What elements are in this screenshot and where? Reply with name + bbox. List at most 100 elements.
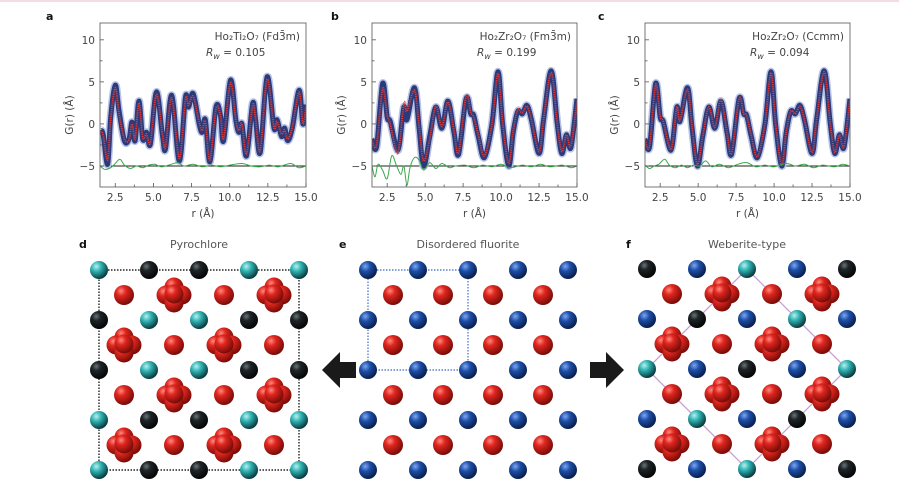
blue-cation-atom	[638, 410, 656, 428]
oxygen-atom	[264, 284, 284, 304]
oxygen-atom	[533, 335, 553, 355]
blue-cation-atom	[509, 311, 527, 329]
blue-cation-atom	[509, 361, 527, 379]
y-tick-label: 0	[633, 119, 640, 131]
oxygen-atom	[164, 284, 184, 304]
cyan-cation-atom	[190, 311, 208, 329]
blue-cation-atom	[409, 311, 427, 329]
y-axis-label: G(r) (Å)	[63, 95, 76, 134]
x-axis-label: r (Å)	[736, 207, 759, 220]
cyan-cation-atom	[240, 461, 258, 479]
oxygen-atom	[533, 435, 553, 455]
oxygen-atom	[812, 283, 832, 303]
oxygen-cluster	[206, 327, 242, 363]
black-cation-atom	[688, 310, 706, 328]
difference-series-line	[372, 155, 577, 186]
black-cation-atom	[90, 311, 108, 329]
oxygen-atom	[483, 385, 503, 405]
cyan-cation-atom	[688, 410, 706, 428]
blue-cation-atom	[409, 461, 427, 479]
oxygen-atom	[433, 335, 453, 355]
blue-cation-atom	[459, 261, 477, 279]
x-axis-label: r (Å)	[191, 207, 214, 220]
oxygen-atom	[812, 334, 832, 354]
oxygen-atom	[214, 285, 234, 305]
oxygen-atom	[264, 335, 284, 355]
pdf-plot-b: 2.5 5.0 7.5 10.0 12.5 15.0 −5 0 5 10 r (Å) G(r) (Å)…	[335, 22, 589, 220]
oxygen-atom	[114, 434, 134, 454]
blue-cation-atom	[638, 310, 656, 328]
oxygen-atom	[383, 435, 403, 455]
black-cation-atom	[190, 411, 208, 429]
y-axis-label: G(r) (Å)	[335, 95, 348, 134]
oxygen-cluster	[156, 377, 192, 413]
y-tick-label: 10	[82, 35, 95, 47]
blue-cation-atom	[688, 460, 706, 478]
cyan-cation-atom	[140, 361, 158, 379]
blue-cation-atom	[459, 411, 477, 429]
black-cation-atom	[140, 411, 158, 429]
oxygen-cluster	[106, 327, 142, 363]
blue-cation-atom	[559, 311, 577, 329]
compound-label: Ho₂Zr₂O₇ (Fm3̄m)	[480, 30, 571, 43]
oxygen-atom	[712, 383, 732, 403]
blue-cation-atom	[788, 460, 806, 478]
oxygen-atom	[812, 434, 832, 454]
cyan-cation-atom	[90, 261, 108, 279]
y-axis-label: G(r) (Å)	[608, 95, 621, 134]
structure-f	[638, 260, 856, 478]
y-tick-label: −5	[625, 161, 640, 173]
blue-cation-atom	[359, 311, 377, 329]
oxygen-atom	[214, 434, 234, 454]
y-tick-label: 10	[627, 35, 640, 47]
blue-cation-atom	[459, 311, 477, 329]
panel-label-f: f	[626, 238, 631, 251]
difference-series-line	[645, 158, 850, 169]
oxygen-atom	[114, 334, 134, 354]
y-tick-label: 0	[360, 119, 367, 131]
oxygen-atom	[483, 335, 503, 355]
blue-cation-atom	[738, 310, 756, 328]
oxygen-atom	[264, 384, 284, 404]
oxygen-atom	[164, 335, 184, 355]
y-tick-label: 10	[354, 35, 367, 47]
x-tick-label: 15.0	[565, 192, 588, 204]
blue-cation-atom	[409, 261, 427, 279]
compound-label: Ho₂Zr₂O₇ (Ccmm)	[752, 31, 844, 43]
oxygen-cluster	[256, 277, 292, 313]
black-cation-atom	[140, 261, 158, 279]
oxygen-atom	[164, 384, 184, 404]
cyan-cation-atom	[738, 460, 756, 478]
oxygen-atom	[662, 333, 682, 353]
x-tick-label: 12.5	[800, 192, 823, 204]
panel-label-a: a	[46, 10, 53, 23]
x-tick-label: 2.5	[652, 192, 669, 204]
oxygen-atom	[264, 435, 284, 455]
blue-cation-atom	[509, 461, 527, 479]
x-axis-label: r (Å)	[463, 207, 486, 220]
cyan-cation-atom	[788, 310, 806, 328]
oxygen-atom	[164, 435, 184, 455]
y-tick-label: −5	[352, 161, 367, 173]
black-cation-atom	[638, 260, 656, 278]
blue-cation-atom	[688, 260, 706, 278]
oxygen-cluster	[704, 376, 740, 412]
x-tick-label: 5.0	[417, 192, 434, 204]
black-cation-atom	[90, 361, 108, 379]
blue-cation-atom	[509, 411, 527, 429]
blue-cation-atom	[559, 261, 577, 279]
blue-cation-atom	[688, 360, 706, 378]
x-tick-label: 5.0	[145, 192, 162, 204]
black-cation-atom	[788, 410, 806, 428]
panel-label-e: e	[339, 238, 346, 251]
x-tick-label: 7.5	[728, 192, 745, 204]
oxygen-cluster	[804, 376, 840, 412]
right-arrow-icon	[590, 352, 624, 388]
observed-series-line	[100, 74, 306, 167]
blue-cation-atom	[559, 461, 577, 479]
x-tick-label: 2.5	[107, 192, 124, 204]
x-tick-label: 15.0	[294, 192, 317, 204]
cyan-cation-atom	[638, 360, 656, 378]
oxygen-atom	[483, 285, 503, 305]
oxygen-atom	[383, 285, 403, 305]
